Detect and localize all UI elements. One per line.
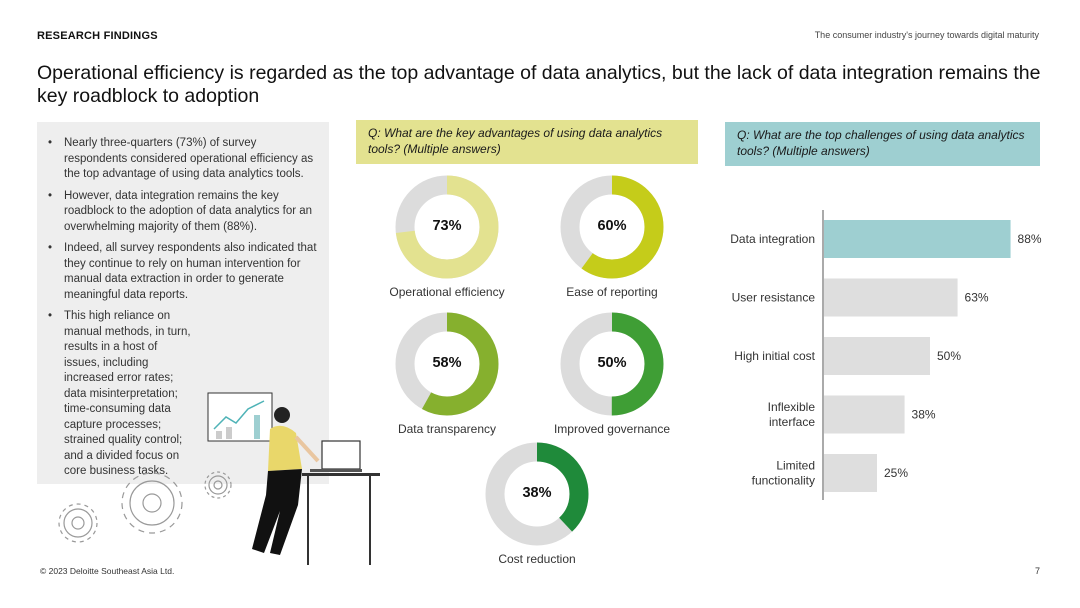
donut-slice bbox=[560, 312, 664, 416]
gear-icon bbox=[58, 503, 98, 543]
donut-slice bbox=[560, 175, 664, 279]
bar-value-label: 50% bbox=[937, 349, 961, 363]
gear-icon bbox=[204, 471, 232, 499]
copyright-footer: © 2023 Deloitte Southeast Asia Ltd. bbox=[40, 566, 175, 576]
document-title: The consumer industry's journey towards … bbox=[814, 30, 1039, 40]
bar-category-label: High initial cost bbox=[734, 349, 815, 363]
donut-chart bbox=[395, 312, 499, 416]
donut-slice bbox=[485, 442, 589, 546]
advantages-question: Q: What are the key advantages of using … bbox=[356, 120, 698, 164]
bar-value-label: 38% bbox=[912, 408, 936, 422]
bar-category-label: User resistance bbox=[732, 291, 816, 305]
finding-item: Indeed, all survey respondents also indi… bbox=[44, 241, 320, 303]
donut-slice bbox=[395, 175, 499, 279]
donut-category-label: Ease of reporting bbox=[566, 285, 658, 299]
donut-value-label: 38% bbox=[522, 485, 552, 501]
donut-chart bbox=[560, 312, 664, 416]
challenges-question: Q: What are the top challenges of using … bbox=[725, 122, 1040, 166]
finding-item: This high reliance on manual methods, in… bbox=[44, 309, 194, 480]
finding-item: However, data integration remains the ke… bbox=[44, 189, 320, 236]
chart-board-icon bbox=[207, 392, 273, 442]
bar bbox=[824, 278, 958, 317]
donut-chart bbox=[485, 442, 589, 546]
donut-chart bbox=[395, 175, 499, 279]
bar-value-label: 63% bbox=[965, 291, 989, 305]
finding-item: Nearly three-quarters (73%) of survey re… bbox=[44, 136, 320, 183]
donut-value-label: 73% bbox=[432, 218, 462, 234]
page-number: 7 bbox=[1034, 566, 1040, 576]
donut-value-label: 50% bbox=[597, 355, 627, 371]
bar-value-label: 25% bbox=[884, 466, 908, 480]
person-icon bbox=[252, 407, 320, 555]
analyst-illustration bbox=[58, 392, 380, 565]
donut-category-label: Data transparency bbox=[397, 422, 497, 436]
donut-slice bbox=[395, 312, 499, 416]
donut-category-label: Operational efficiency bbox=[389, 285, 505, 299]
bar-category-label: Data integration bbox=[730, 232, 815, 246]
bar-value-label: 88% bbox=[1018, 232, 1042, 246]
bar bbox=[824, 337, 930, 375]
donut-category-label: Cost reduction bbox=[498, 552, 576, 566]
bar-category-label: Inflexible interface bbox=[768, 400, 816, 429]
donut-category-label: Improved governance bbox=[553, 422, 671, 436]
findings-list: Nearly three-quarters (73%) of survey re… bbox=[44, 136, 320, 486]
challenges-bar-chart: 88% Data integration 63% User resistance 50%… bbox=[730, 210, 1042, 500]
donut-value-label: 58% bbox=[432, 355, 462, 371]
section-label: RESEARCH FINDINGS bbox=[37, 30, 158, 42]
donut-value-label: 60% bbox=[597, 218, 627, 234]
bar bbox=[824, 395, 905, 434]
slide-headline: Operational efficiency is regarded as th… bbox=[37, 62, 1041, 107]
bar-category-label: Limited functionality bbox=[752, 459, 815, 488]
gear-icon bbox=[121, 472, 183, 534]
donut-chart bbox=[560, 175, 664, 279]
bar bbox=[824, 220, 1011, 258]
desk-icon bbox=[302, 440, 380, 565]
bar bbox=[824, 454, 877, 492]
